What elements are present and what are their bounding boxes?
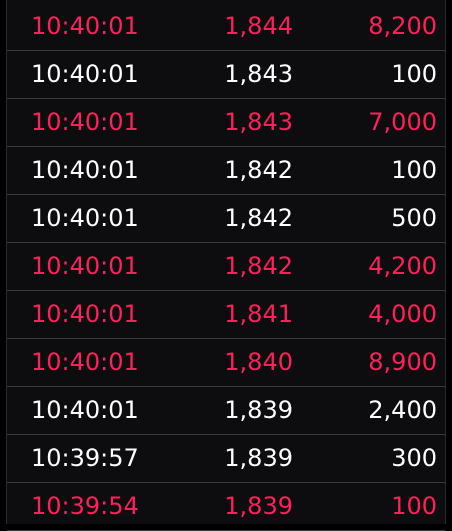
trade-time: 10:39:54 xyxy=(31,492,139,520)
trade-row: 10:40:01 1,840 8,900 xyxy=(7,339,445,387)
trade-volume: 2,400 xyxy=(368,396,437,424)
trade-row: 10:40:01 1,842 4,200 xyxy=(7,243,445,291)
trade-volume: 7,000 xyxy=(368,108,437,136)
trade-time: 10:40:01 xyxy=(31,300,139,328)
trade-row: 10:40:01 1,843 100 xyxy=(7,51,445,99)
trade-price: 1,842 xyxy=(224,204,293,232)
trade-volume: 100 xyxy=(391,156,437,184)
trade-volume: 100 xyxy=(391,492,437,520)
trade-row: 10:40:01 1,842 100 xyxy=(7,147,445,195)
trade-time: 10:40:01 xyxy=(31,156,139,184)
trade-time: 10:40:01 xyxy=(31,252,139,280)
trade-time: 10:40:01 xyxy=(31,348,139,376)
trade-volume: 8,900 xyxy=(368,348,437,376)
trade-volume: 500 xyxy=(391,204,437,232)
trade-volume: 300 xyxy=(391,444,437,472)
trade-price: 1,839 xyxy=(224,444,293,472)
trade-time: 10:40:01 xyxy=(31,396,139,424)
trade-time: 10:40:01 xyxy=(31,108,139,136)
trade-time: 10:40:01 xyxy=(31,60,139,88)
trade-price: 1,843 xyxy=(224,60,293,88)
trade-row: 10:40:01 1,841 4,000 xyxy=(7,291,445,339)
trade-volume: 4,000 xyxy=(368,300,437,328)
time-and-sales-list[interactable]: 10:40:01 1,844 8,200 10:40:01 1,843 100 … xyxy=(6,0,446,531)
trade-price: 1,840 xyxy=(224,348,293,376)
trade-time: 10:40:01 xyxy=(31,204,139,232)
trade-row: 10:39:54 1,839 100 xyxy=(7,483,445,531)
trade-price: 1,842 xyxy=(224,252,293,280)
trade-time: 10:39:57 xyxy=(31,444,139,472)
trade-price: 1,843 xyxy=(224,108,293,136)
trade-price: 1,839 xyxy=(224,396,293,424)
trade-price: 1,842 xyxy=(224,156,293,184)
trade-volume: 4,200 xyxy=(368,252,437,280)
trade-volume: 100 xyxy=(391,60,437,88)
trade-row: 10:40:01 1,843 7,000 xyxy=(7,99,445,147)
trade-time: 10:40:01 xyxy=(31,12,139,40)
trade-price: 1,844 xyxy=(224,12,293,40)
trade-volume: 8,200 xyxy=(368,12,437,40)
trade-price: 1,841 xyxy=(224,300,293,328)
trade-price: 1,839 xyxy=(224,492,293,520)
trade-row: 10:40:01 1,842 500 xyxy=(7,195,445,243)
trade-row: 10:40:01 1,844 8,200 xyxy=(7,3,445,51)
trade-row: 10:40:01 1,839 2,400 xyxy=(7,387,445,435)
trade-row: 10:39:57 1,839 300 xyxy=(7,435,445,483)
